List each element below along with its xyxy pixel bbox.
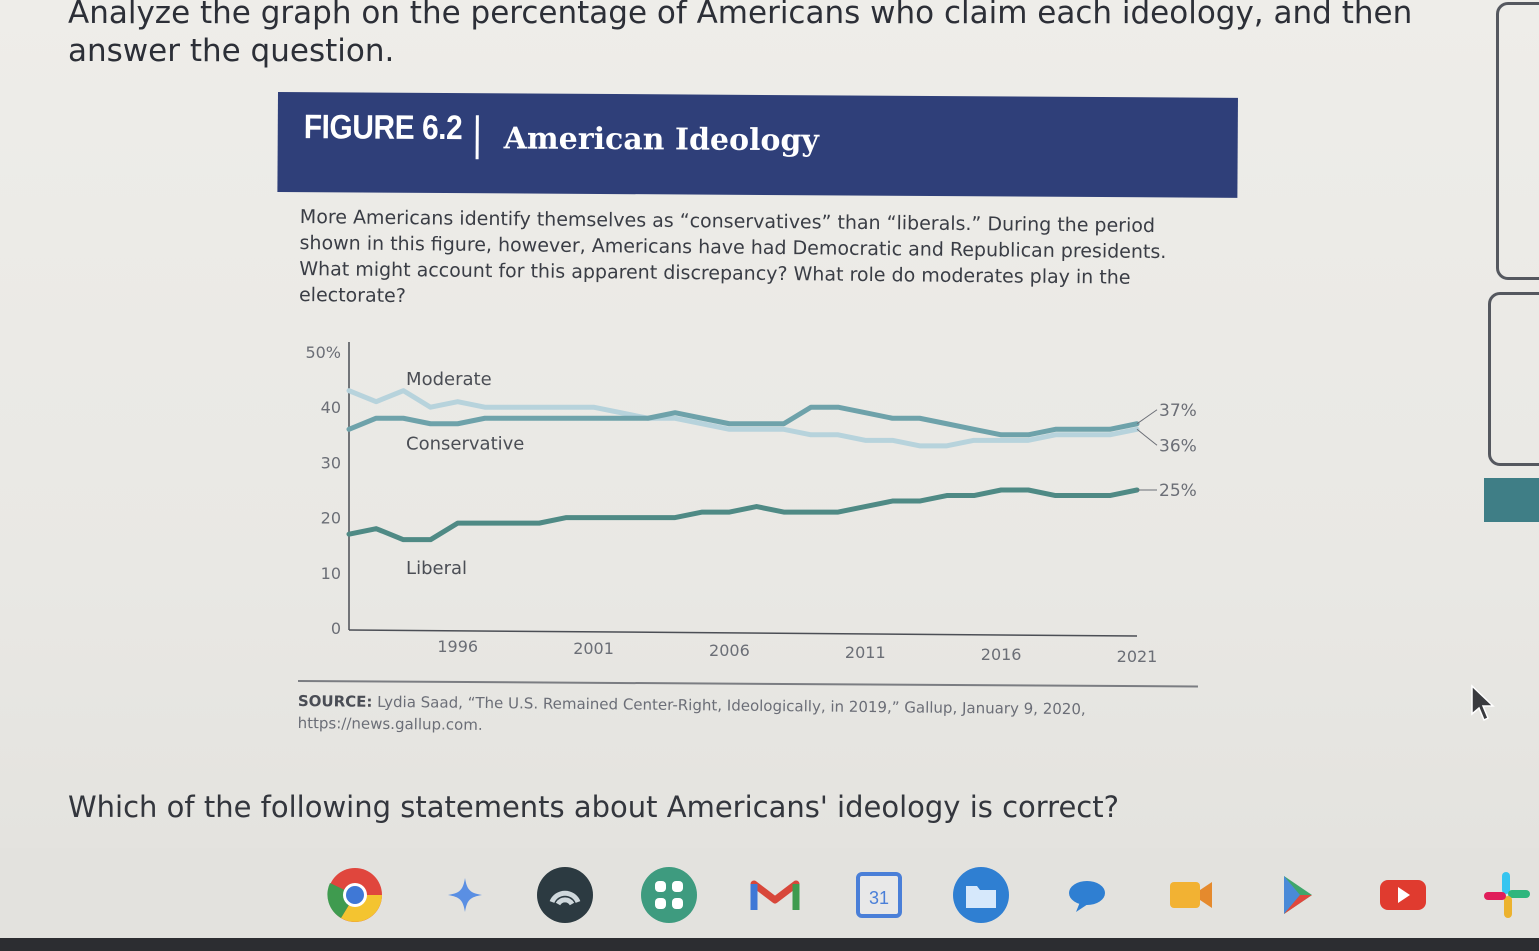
slack-icon[interactable] (1478, 866, 1536, 924)
x-tick-label: 1996 (437, 637, 478, 656)
x-tick-label: 2021 (1117, 647, 1158, 666)
figure-caption: More Americans identify themselves as “c… (298, 205, 1167, 308)
chrome-icon[interactable] (326, 866, 384, 924)
mouse-cursor-icon (1471, 684, 1495, 722)
figure-source: SOURCE: Lydia Saad, “The U.S. Remained C… (298, 690, 1218, 744)
question-text: Which of the following statements about … (68, 790, 1120, 824)
series-line-conservative (346, 404, 1140, 438)
side-panel-frame-lower (1488, 292, 1539, 466)
chat-icon[interactable] (1058, 866, 1116, 924)
x-axis-line (348, 629, 1138, 637)
figure-number: FIGURE 6.2 (303, 108, 463, 148)
figure-title: American Ideology (503, 121, 820, 159)
assignment-heading: Analyze the graph on the percentage of A… (68, 0, 1413, 69)
video-icon[interactable] (1162, 866, 1220, 924)
calendar-icon[interactable]: 31 (850, 866, 908, 924)
series-label-moderate: Moderate (406, 369, 492, 390)
files-icon[interactable] (952, 866, 1010, 924)
end-label-moderate: 36% (1159, 436, 1197, 456)
x-tick-label: 2006 (709, 641, 750, 660)
podcast-icon[interactable] (536, 866, 594, 924)
gemini-icon[interactable] (436, 866, 494, 924)
gmail-icon[interactable] (746, 866, 804, 924)
figure-divider (475, 115, 479, 160)
launcher-icon[interactable] (640, 866, 698, 924)
side-panel-button[interactable] (1484, 478, 1539, 522)
play-store-icon[interactable] (1268, 866, 1326, 924)
end-label-leader-moderate (1136, 428, 1158, 446)
line-chart: 0 10 20 30 40 50% 1996 2001 2006 2011 2016 2021 36% 3… (305, 342, 1197, 666)
x-tick-label: 2001 (573, 639, 614, 658)
series-label-liberal: Liberal (406, 558, 467, 579)
y-tick-label: 30 (321, 453, 341, 472)
y-tick-label: 50% (305, 343, 341, 362)
series-line-liberal (346, 487, 1140, 543)
figure-rule (297, 680, 1198, 688)
screen-bezel (0, 938, 1539, 951)
series-label-conservative: Conservative (406, 434, 524, 455)
youtube-icon[interactable] (1374, 866, 1432, 924)
x-tick-label: 2016 (981, 645, 1022, 664)
y-tick-label: 10 (321, 564, 341, 583)
y-tick-label: 40 (321, 398, 341, 417)
calendar-day: 31 (869, 888, 889, 908)
end-label-conservative: 37% (1159, 401, 1197, 421)
source-text: Lydia Saad, “The U.S. Remained Center-Ri… (297, 692, 1086, 734)
side-panel-frame (1496, 2, 1539, 280)
source-label: SOURCE: (297, 691, 373, 711)
y-tick-label: 0 (331, 619, 341, 638)
end-label-liberal: 25% (1159, 481, 1197, 501)
end-label-leader-conservative (1136, 409, 1158, 425)
figure-header: FIGURE 6.2 American Ideology (277, 92, 1238, 198)
series-line-moderate (346, 388, 1140, 449)
y-tick-label: 20 (321, 509, 341, 528)
x-tick-label: 2011 (845, 643, 886, 662)
